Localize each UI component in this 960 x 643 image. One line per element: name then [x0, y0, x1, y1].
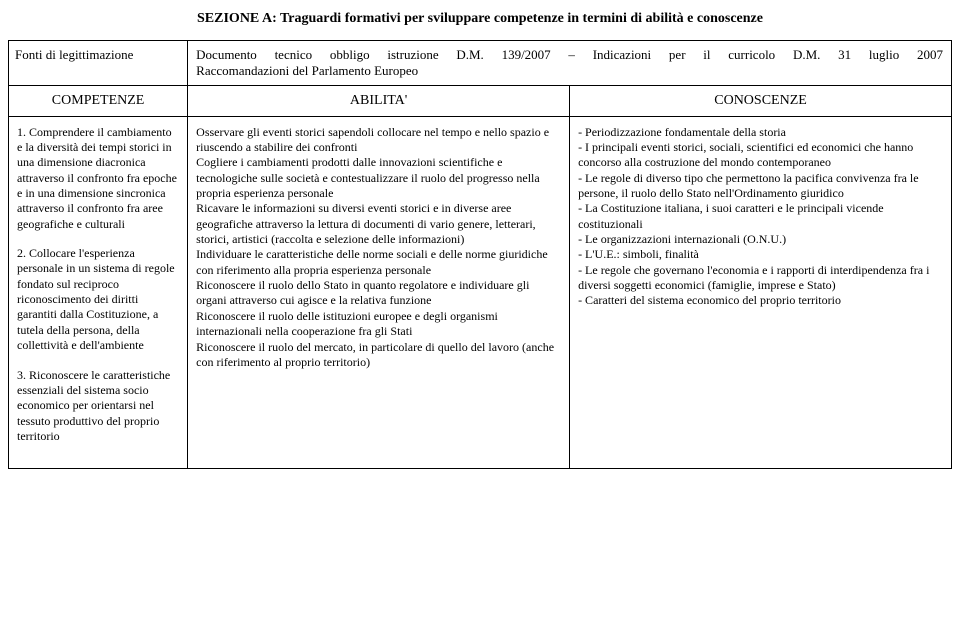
abilita-item-1: Osservare gli eventi storici sapendoli c… — [196, 125, 561, 156]
conoscenze-item-5: - Le organizzazioni internazionali (O.N.… — [578, 232, 943, 247]
abilita-item-6: Riconoscere il ruolo delle istituzioni e… — [196, 309, 561, 340]
conoscenze-item-8: - Caratteri del sistema economico del pr… — [578, 293, 943, 308]
conoscenze-item-1: - Periodizzazione fondamentale della sto… — [578, 125, 943, 140]
header-conoscenze: CONOSCENZE — [570, 86, 952, 117]
conoscenze-item-7: - Le regole che governano l'economia e i… — [578, 263, 943, 294]
competenze-item-3: 3. Riconoscere le caratteristiche essenz… — [17, 368, 179, 445]
abilita-item-7: Riconoscere il ruolo del mercato, in par… — [196, 340, 561, 371]
section-title: SEZIONE A: Traguardi formativi per svilu… — [8, 10, 952, 28]
legitimation-label: Fonti di legittimazione — [9, 40, 188, 86]
abilita-item-2: Cogliere i cambiamenti prodotti dalle in… — [196, 155, 561, 201]
competenze-item-1: 1. Comprendere il cambiamento e la diver… — [17, 125, 179, 233]
header-abilita: ABILITA' — [188, 86, 570, 117]
conoscenze-item-6: - L'U.E.: simboli, finalità — [578, 247, 943, 262]
doc-line-2: Raccomandazioni del Parlamento Europeo — [196, 63, 943, 79]
header-competenze: COMPETENZE — [9, 86, 188, 117]
conoscenze-cell: - Periodizzazione fondamentale della sto… — [570, 116, 952, 469]
legitimation-docs: Documento tecnico obbligo istruzione D.M… — [188, 40, 952, 86]
doc-line-1: Documento tecnico obbligo istruzione D.M… — [196, 47, 943, 63]
abilita-item-5: Riconoscere il ruolo dello Stato in quan… — [196, 278, 561, 309]
main-table: Fonti di legittimazione Documento tecnic… — [8, 40, 952, 470]
conoscenze-item-4: - La Costituzione italiana, i suoi carat… — [578, 201, 943, 232]
competenze-cell: 1. Comprendere il cambiamento e la diver… — [9, 116, 188, 469]
conoscenze-item-2: - I principali eventi storici, sociali, … — [578, 140, 943, 171]
abilita-item-4: Individuare le caratteristiche delle nor… — [196, 247, 561, 278]
conoscenze-item-3: - Le regole di diverso tipo che permetto… — [578, 171, 943, 202]
abilita-cell: Osservare gli eventi storici sapendoli c… — [188, 116, 570, 469]
competenze-item-2: 2. Collocare l'esperienza personale in u… — [17, 246, 179, 354]
abilita-item-3: Ricavare le informazioni su diversi even… — [196, 201, 561, 247]
